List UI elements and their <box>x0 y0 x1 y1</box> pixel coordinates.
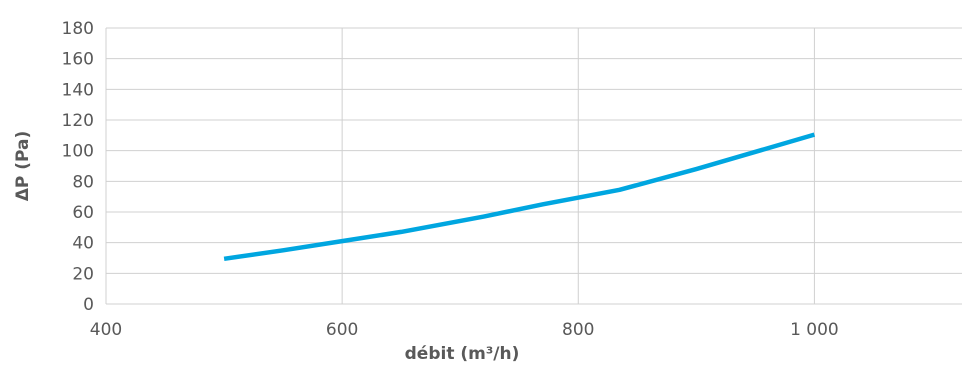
y-tick-label: 160 <box>62 50 94 70</box>
series-line <box>223 132 816 262</box>
x-tick-label: 1 000 <box>790 320 839 340</box>
y-tick-label: 60 <box>72 203 94 223</box>
y-axis-title: ΔP (Pa) <box>13 131 33 202</box>
y-tick-label: 140 <box>62 80 94 100</box>
y-tick-label: 100 <box>62 142 94 162</box>
x-tick-label: 800 <box>562 320 594 340</box>
y-tick-label: 40 <box>72 234 94 254</box>
series-layer <box>223 132 816 262</box>
x-tick-label: 400 <box>90 320 122 340</box>
y-tick-label: 180 <box>62 19 94 39</box>
tick-labels: 0 20 40 60 80 100 120 140 160 180 400 600 800 1 000 <box>62 19 839 340</box>
y-tick-label: 20 <box>72 264 94 284</box>
axes <box>105 28 962 305</box>
y-tick-label: 0 <box>83 295 94 315</box>
y-tick-label: 80 <box>72 172 94 192</box>
x-axis-title: débit (m³/h) <box>405 344 520 364</box>
x-tick-label: 600 <box>326 320 358 340</box>
gridlines <box>106 27 962 304</box>
y-tick-label: 120 <box>62 111 94 131</box>
